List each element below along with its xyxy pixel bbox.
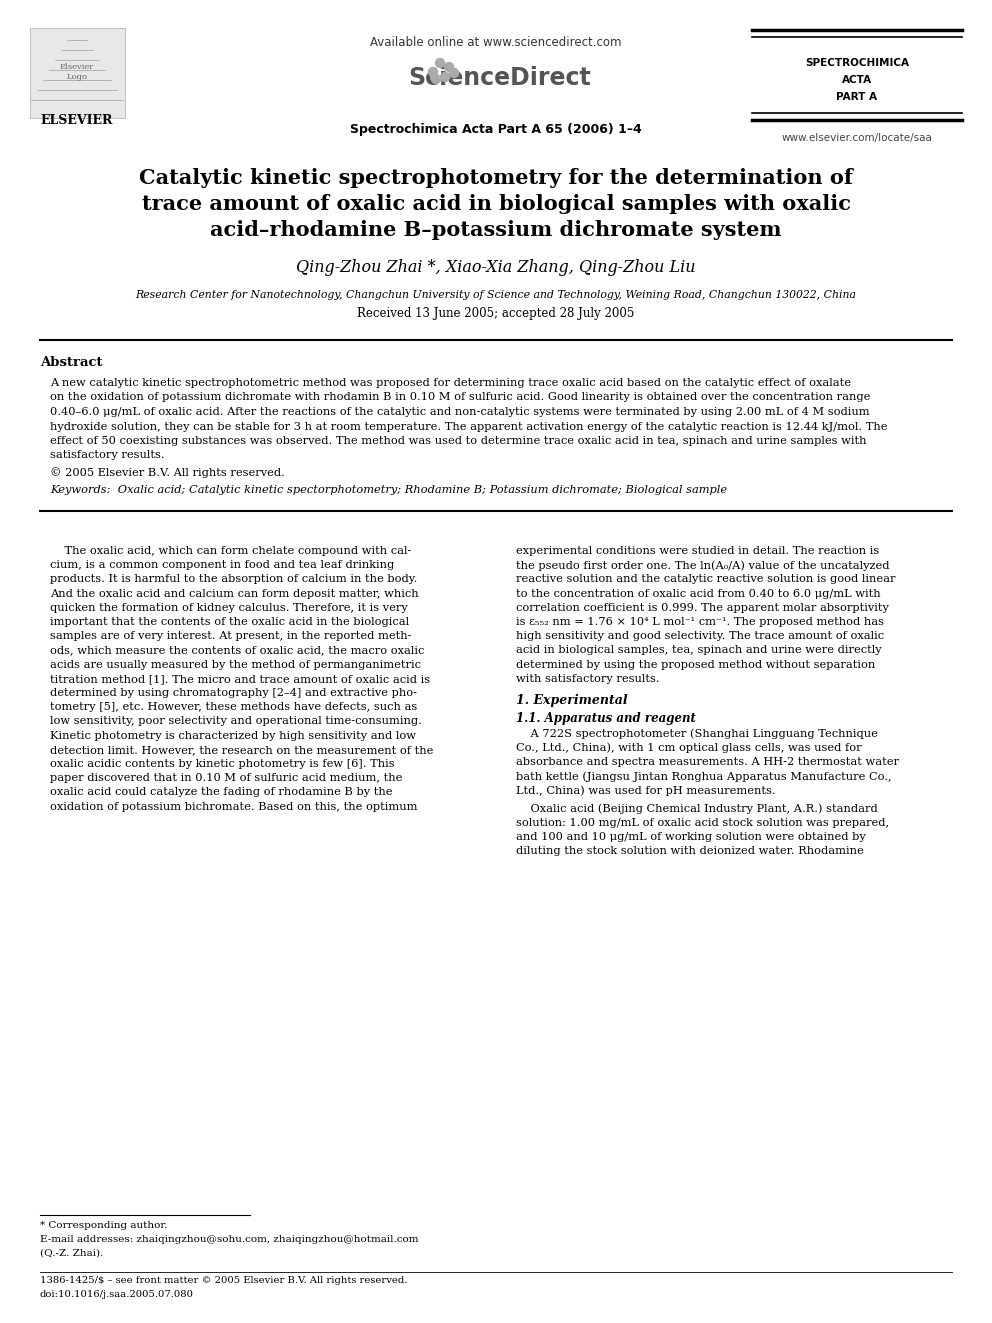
Text: Available online at www.sciencedirect.com: Available online at www.sciencedirect.co…	[370, 36, 622, 49]
Text: experimental conditions were studied in detail. The reaction is: experimental conditions were studied in …	[516, 546, 879, 556]
Text: hydroxide solution, they can be stable for 3 h at room temperature. The apparent: hydroxide solution, they can be stable f…	[50, 422, 888, 431]
Text: to the concentration of oxalic acid from 0.40 to 6.0 μg/mL with: to the concentration of oxalic acid from…	[516, 589, 881, 598]
Text: (Q.-Z. Zhai).: (Q.-Z. Zhai).	[40, 1249, 103, 1258]
Text: detection limit. However, the research on the measurement of the: detection limit. However, the research o…	[50, 745, 434, 755]
Text: products. It is harmful to the absorption of calcium in the body.: products. It is harmful to the absorptio…	[50, 574, 418, 585]
Text: * Corresponding author.: * Corresponding author.	[40, 1221, 168, 1230]
Text: Oxalic acid (Beijing Chemical Industry Plant, A.R.) standard: Oxalic acid (Beijing Chemical Industry P…	[516, 803, 878, 814]
Text: ods, which measure the contents of oxalic acid, the macro oxalic: ods, which measure the contents of oxali…	[50, 646, 425, 655]
Text: Kinetic photometry is characterized by high sensitivity and low: Kinetic photometry is characterized by h…	[50, 730, 416, 741]
Text: www.elsevier.com/locate/saa: www.elsevier.com/locate/saa	[782, 134, 932, 143]
Text: titration method [1]. The micro and trace amount of oxalic acid is: titration method [1]. The micro and trac…	[50, 673, 431, 684]
Text: correlation coefficient is 0.999. The apparent molar absorptivity: correlation coefficient is 0.999. The ap…	[516, 603, 889, 613]
Text: Research Center for Nanotechnology, Changchun University of Science and Technolo: Research Center for Nanotechnology, Chan…	[136, 290, 856, 300]
Text: The oxalic acid, which can form chelate compound with cal-: The oxalic acid, which can form chelate …	[50, 546, 412, 556]
Text: ScienceDirect: ScienceDirect	[409, 66, 591, 90]
Text: the pseudo first order one. The ln(A₀/A) value of the uncatalyzed: the pseudo first order one. The ln(A₀/A)…	[516, 560, 890, 570]
Text: acids are usually measured by the method of permanganimetric: acids are usually measured by the method…	[50, 660, 421, 669]
Text: © 2005 Elsevier B.V. All rights reserved.: © 2005 Elsevier B.V. All rights reserved…	[50, 467, 285, 478]
Text: cium, is a common component in food and tea leaf drinking: cium, is a common component in food and …	[50, 560, 394, 570]
Text: A 722S spectrophotometer (Shanghai Lingguang Technique: A 722S spectrophotometer (Shanghai Lingg…	[516, 729, 878, 740]
Circle shape	[429, 67, 437, 77]
Text: Keywords:  Oxalic acid; Catalytic kinetic spectorphotometry; Rhodamine B; Potass: Keywords: Oxalic acid; Catalytic kinetic…	[50, 486, 727, 495]
Text: bath kettle (Jiangsu Jintan Ronghua Apparatus Manufacture Co.,: bath kettle (Jiangsu Jintan Ronghua Appa…	[516, 771, 892, 782]
Text: oxidation of potassium bichromate. Based on this, the optimum: oxidation of potassium bichromate. Based…	[50, 802, 418, 811]
Text: 0.40–6.0 μg/mL of oxalic acid. After the reactions of the catalytic and non-cata: 0.40–6.0 μg/mL of oxalic acid. After the…	[50, 407, 870, 417]
Text: determined by using chromatography [2–4] and extractive pho-: determined by using chromatography [2–4]…	[50, 688, 417, 699]
Text: Ltd., China) was used for pH measurements.: Ltd., China) was used for pH measurement…	[516, 785, 776, 795]
Text: E-mail addresses: zhaiqingzhou@sohu.com, zhaiqingzhou@hotmail.com: E-mail addresses: zhaiqingzhou@sohu.com,…	[40, 1234, 419, 1244]
Text: Qing-Zhou Zhai *, Xiao-Xia Zhang, Qing-Zhou Liu: Qing-Zhou Zhai *, Xiao-Xia Zhang, Qing-Z…	[297, 259, 695, 277]
Circle shape	[449, 69, 458, 78]
Text: high sensitivity and good selectivity. The trace amount of oxalic: high sensitivity and good selectivity. T…	[516, 631, 884, 642]
Text: effect of 50 coexisting substances was observed. The method was used to determin: effect of 50 coexisting substances was o…	[50, 437, 866, 446]
Text: Spectrochimica Acta Part A 65 (2006) 1–4: Spectrochimica Acta Part A 65 (2006) 1–4	[350, 123, 642, 136]
Text: low sensitivity, poor selectivity and operational time-consuming.: low sensitivity, poor selectivity and op…	[50, 716, 422, 726]
Text: with satisfactory results.: with satisfactory results.	[516, 673, 660, 684]
Text: ACTA: ACTA	[842, 75, 872, 85]
Circle shape	[432, 74, 440, 83]
Text: Received 13 June 2005; accepted 28 July 2005: Received 13 June 2005; accepted 28 July …	[357, 307, 635, 320]
Circle shape	[444, 62, 453, 71]
Text: quicken the formation of kidney calculus. Therefore, it is very: quicken the formation of kidney calculus…	[50, 603, 408, 613]
Text: and 100 and 10 μg/mL of working solution were obtained by: and 100 and 10 μg/mL of working solution…	[516, 832, 866, 841]
Text: oxalic acid could catalyze the fading of rhodamine B by the: oxalic acid could catalyze the fading of…	[50, 787, 393, 798]
Text: PART A: PART A	[836, 93, 878, 102]
Text: acid in biological samples, tea, spinach and urine were directly: acid in biological samples, tea, spinach…	[516, 646, 882, 655]
Text: absorbance and spectra measurements. A HH-2 thermostat water: absorbance and spectra measurements. A H…	[516, 757, 899, 767]
Text: Catalytic kinetic spectrophotometry for the determination of: Catalytic kinetic spectrophotometry for …	[139, 168, 853, 188]
Text: samples are of very interest. At present, in the reported meth-: samples are of very interest. At present…	[50, 631, 412, 642]
Text: Abstract: Abstract	[40, 356, 102, 369]
Text: important that the contents of the oxalic acid in the biological: important that the contents of the oxali…	[50, 617, 409, 627]
Text: trace amount of oxalic acid in biological samples with oxalic: trace amount of oxalic acid in biologica…	[142, 194, 850, 214]
Text: diluting the stock solution with deionized water. Rhodamine: diluting the stock solution with deioniz…	[516, 845, 864, 856]
Text: is ε₅₅₂ nm = 1.76 × 10⁴ L mol⁻¹ cm⁻¹. The proposed method has: is ε₅₅₂ nm = 1.76 × 10⁴ L mol⁻¹ cm⁻¹. Th…	[516, 617, 884, 627]
Text: A new catalytic kinetic spectrophotometric method was proposed for determining t: A new catalytic kinetic spectrophotometr…	[50, 378, 851, 388]
Text: Elsevier
Logo: Elsevier Logo	[60, 64, 94, 81]
Text: satisfactory results.: satisfactory results.	[50, 451, 165, 460]
Text: SPECTROCHIMICA: SPECTROCHIMICA	[805, 58, 909, 67]
Text: determined by using the proposed method without separation: determined by using the proposed method …	[516, 660, 875, 669]
Text: ELSEVIER: ELSEVIER	[41, 114, 113, 127]
Text: on the oxidation of potassium dichromate with rhodamin B in 0.10 M of sulfuric a: on the oxidation of potassium dichromate…	[50, 393, 870, 402]
Text: 1386-1425/$ – see front matter © 2005 Elsevier B.V. All rights reserved.: 1386-1425/$ – see front matter © 2005 El…	[40, 1275, 408, 1285]
Text: tometry [5], etc. However, these methods have defects, such as: tometry [5], etc. However, these methods…	[50, 703, 418, 712]
Text: Co., Ltd., China), with 1 cm optical glass cells, was used for: Co., Ltd., China), with 1 cm optical gla…	[516, 742, 862, 753]
Text: 1. Experimental: 1. Experimental	[516, 695, 628, 706]
Text: doi:10.1016/j.saa.2005.07.080: doi:10.1016/j.saa.2005.07.080	[40, 1290, 194, 1299]
Text: And the oxalic acid and calcium can form deposit matter, which: And the oxalic acid and calcium can form…	[50, 589, 419, 598]
Text: paper discovered that in 0.10 M of sulfuric acid medium, the: paper discovered that in 0.10 M of sulfu…	[50, 773, 403, 783]
Circle shape	[435, 58, 444, 67]
Text: acid–rhodamine B–potassium dichromate system: acid–rhodamine B–potassium dichromate sy…	[210, 220, 782, 239]
Text: solution: 1.00 mg/mL of oxalic acid stock solution was prepared,: solution: 1.00 mg/mL of oxalic acid stoc…	[516, 818, 889, 828]
Circle shape	[440, 73, 449, 82]
Text: 1.1. Apparatus and reagent: 1.1. Apparatus and reagent	[516, 712, 695, 725]
Bar	[30, 28, 125, 118]
Text: reactive solution and the catalytic reactive solution is good linear: reactive solution and the catalytic reac…	[516, 574, 896, 585]
Text: oxalic acidic contents by kinetic photometry is few [6]. This: oxalic acidic contents by kinetic photom…	[50, 759, 395, 769]
